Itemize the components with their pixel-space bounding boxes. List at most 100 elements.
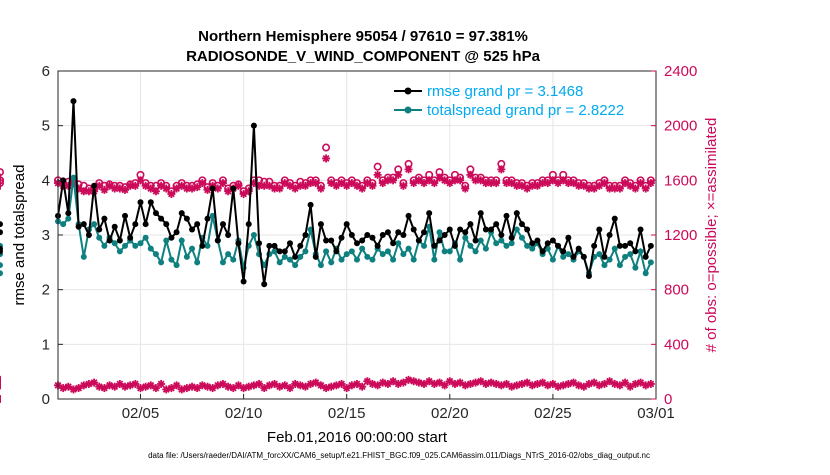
legend-rmse-label: rmse grand pr = 3.1468 [427,83,583,100]
spread-point [472,248,479,255]
spread-point [632,264,639,271]
rmse-point [379,232,386,238]
spread-point [204,242,211,249]
rmse-point [245,221,252,228]
spread-point [560,253,567,260]
spread-point [286,256,293,263]
spread-point [441,248,448,255]
rmse-point [328,237,335,244]
spread-point [194,259,201,266]
spread-point [390,256,397,263]
spread-point [297,253,304,260]
obs-possible-point [0,176,4,185]
chart-subtitle: RADIOSONDE_V_WIND_COMPONENT @ 525 hPa [186,48,541,65]
spread-point [596,251,603,258]
spread-point [163,237,170,244]
rmse-point [194,221,201,228]
obs-low-point [131,379,140,388]
legend-spread-marker [404,106,412,114]
obs-assimilated-point [615,184,624,193]
legend-spread-label: totalspread grand pr = 2.8222 [427,102,624,119]
obs-assimilated-point [136,176,145,185]
rmse-point [204,215,211,222]
rmse-point [281,248,288,255]
spread-point [498,237,505,244]
obs-assimilated-point [322,154,331,163]
spread-point [431,256,438,263]
obs-low-point [420,379,429,388]
y-axis-left-label: rmse and totalspread [11,165,28,306]
rmse-point [632,248,639,255]
rmse-point [472,237,479,244]
obs-assimilated-point [466,170,475,179]
chart-title: Northern Hemisphere 95054 / 97610 = 97.3… [198,28,528,45]
obs-low-point [358,382,367,391]
spread-point [0,262,3,269]
rmse-point [96,226,103,233]
obs-assimilated-point [162,184,171,193]
rmse-point [395,229,402,236]
rmse-point [565,234,572,241]
y-left-tick-label: 0 [42,391,50,408]
spread-point [91,221,98,228]
obs-assimilated-point [497,165,506,174]
rmse-point [266,242,273,249]
x-tick-label: 02/25 [534,405,572,422]
rmse-point [111,223,118,230]
legend-rmse-marker [404,87,412,95]
rmse-point [137,199,144,206]
spread-point [142,234,149,241]
rmse-point [642,253,649,260]
rmse-point [529,240,536,247]
rmse-point [415,237,422,244]
rmse-point [225,232,232,238]
y-right-tick-label: 1600 [664,172,697,189]
obs-assimilated-point [316,184,325,193]
x-tick-label: 02/20 [431,405,469,422]
spread-point [152,251,159,258]
spread-point [281,253,288,260]
rmse-point [544,240,551,247]
rmse-point [0,229,3,236]
obs-assimilated-point [151,187,160,196]
rmse-point [163,221,170,228]
spread-point [209,212,216,219]
rmse-point [359,237,366,244]
obs-assimilated-point [311,179,320,188]
rmse-point [467,221,474,228]
spread-point [168,256,175,263]
obs-low-point [121,382,130,391]
rmse-point [65,210,72,217]
obs-possible-point [322,143,331,152]
rmse-point [199,242,206,249]
y-left-tick-label: 2 [42,282,50,299]
rmse-point [152,210,159,217]
rmse-point [374,242,381,249]
rmse-point [384,229,391,236]
spread-point [137,240,144,247]
spread-point [436,229,443,236]
spread-point [642,270,649,277]
rmse-point [410,226,417,233]
spread-point [116,248,123,255]
spread-point [250,232,257,238]
spread-point [524,242,531,249]
rmse-point [575,245,582,252]
spread-point [410,256,417,263]
rmse-point [477,210,484,217]
series-group [0,98,655,403]
spread-point [384,248,391,255]
spread-point [503,242,510,249]
spread-point [549,256,556,263]
rmse-point [173,229,180,236]
spread-point [189,245,196,252]
spread-point [338,256,345,263]
rmse-point [256,240,263,247]
rmse-point [518,221,525,228]
spread-point [379,251,386,258]
spread-point [364,253,371,260]
spread-point [369,256,376,263]
y-right-tick-label: 2000 [664,118,697,135]
obs-assimilated-point [430,179,439,188]
